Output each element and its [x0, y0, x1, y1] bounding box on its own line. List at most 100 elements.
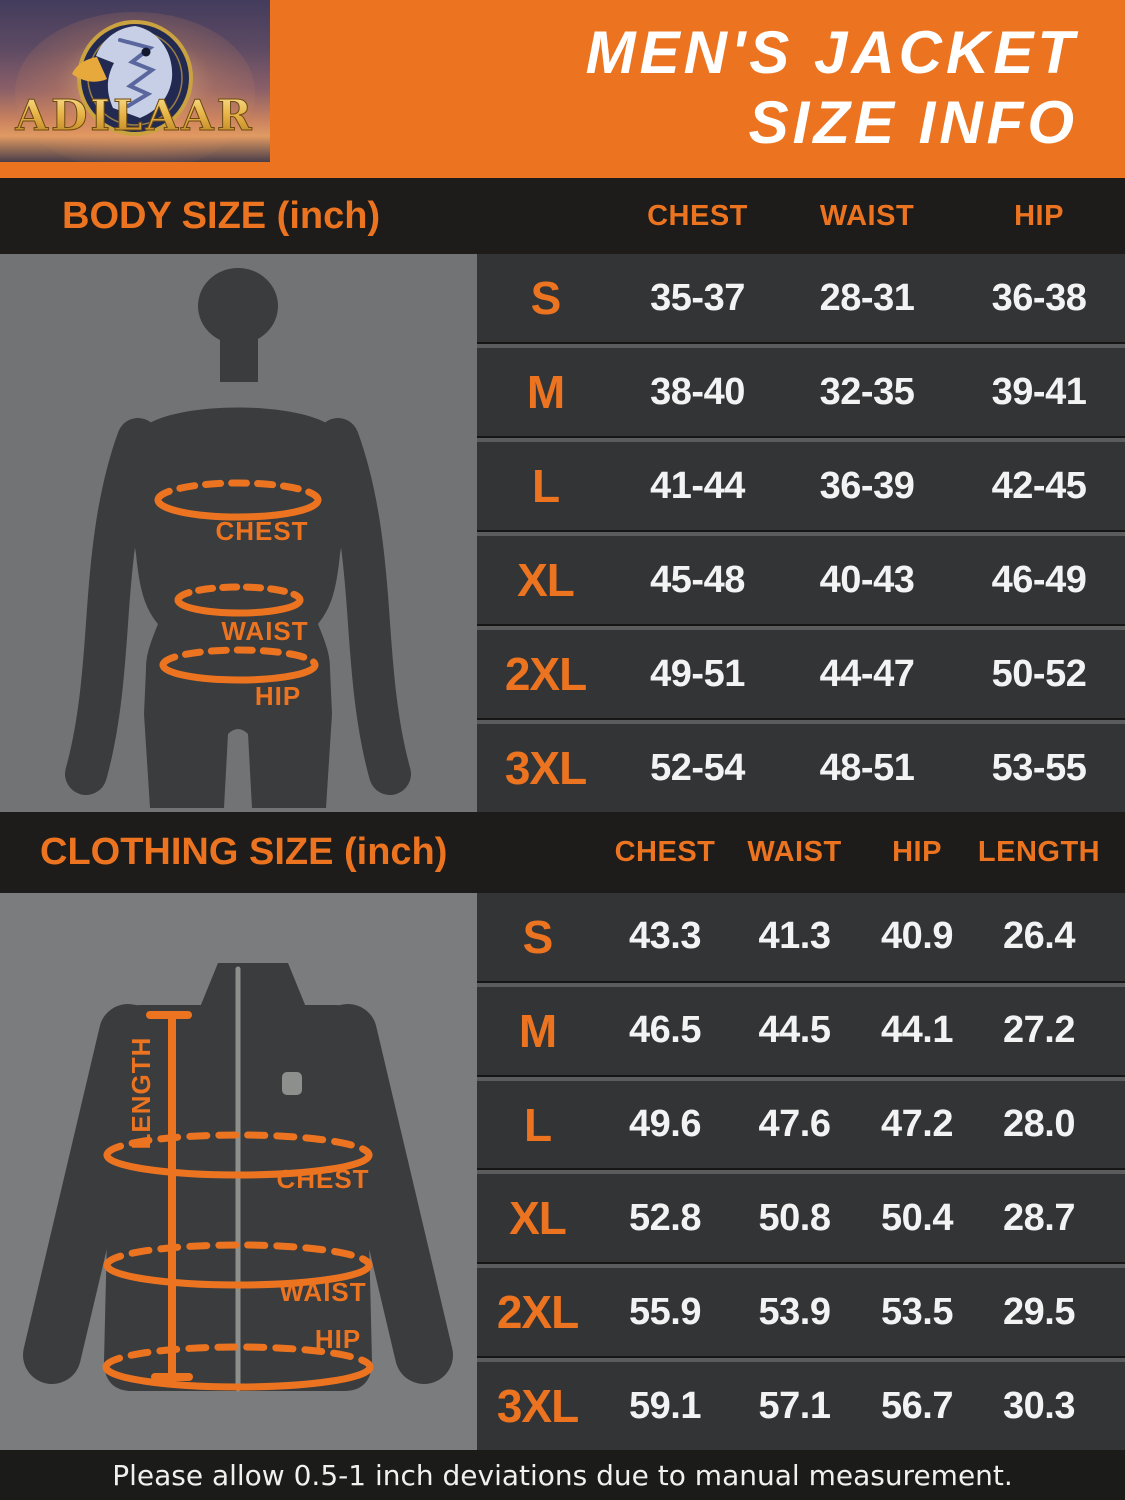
column-header-chest: CHEST	[647, 199, 748, 232]
size-row-3xl: 3XL 52-54 48-51 53-55	[477, 724, 1125, 812]
page-header: ADILAAR MEN'S JACKET SIZE INFO	[0, 0, 1125, 178]
size-label: L	[531, 460, 560, 512]
body-waist-label: WAIST	[221, 616, 308, 646]
brand-name: ADILAAR	[14, 91, 254, 140]
hip-value: 50-52	[991, 652, 1087, 695]
row-divider	[477, 530, 1125, 536]
chest-value: 59.1	[629, 1384, 701, 1427]
row-divider	[477, 718, 1125, 724]
column-header-waist: WAIST	[747, 836, 842, 868]
row-divider	[477, 1356, 1125, 1363]
length-value: 28.0	[1003, 1103, 1075, 1146]
size-row-m: M 38-40 32-35 39-41	[477, 348, 1125, 436]
size-row-l: L 41-44 36-39 42-45	[477, 442, 1125, 530]
waist-value: 57.1	[758, 1384, 831, 1427]
waist-value: 48-51	[819, 746, 915, 789]
size-label: M	[518, 1004, 557, 1057]
eagle-head	[96, 26, 173, 118]
footer-bar: Please allow 0.5-1 inch deviations due t…	[0, 1450, 1125, 1500]
column-header-hip: HIP	[892, 836, 942, 868]
body-hip-label: HIP	[255, 681, 301, 711]
hip-value: 42-45	[991, 464, 1087, 507]
column-header-length: LENGTH	[977, 836, 1101, 868]
brand-logo: ADILAAR	[0, 0, 270, 162]
clothing-size-section: CHEST WAIST HIP LENGTH S 43.3 41.3 40.9 26.4…	[0, 893, 1125, 1450]
hip-value: 40.9	[881, 915, 953, 958]
page-title-line1: MEN'S JACKET	[585, 19, 1078, 86]
body-chest-label: CHEST	[215, 516, 308, 546]
jacket-waist-label: WAIST	[279, 1277, 366, 1307]
jacket-hip-label: HIP	[315, 1324, 361, 1354]
row-divider	[477, 342, 1125, 348]
hip-value: 36-38	[991, 276, 1087, 319]
length-measure-line	[146, 1011, 193, 1381]
hip-value: 47.2	[881, 1103, 953, 1146]
clothing-size-title: CLOTHING SIZE (inch)	[40, 831, 448, 873]
size-row-3xl: 3XL 59.1 57.1 56.7 30.3	[477, 1362, 1125, 1450]
waist-value: 28-31	[819, 276, 915, 319]
body-size-header-bar: BODY SIZE (inch) CHEST WAIST HIP	[0, 178, 1125, 254]
body-size-table: S 35-37 28-31 36-38 M 38-40 32-35 39-41 L 41-44 36…	[477, 254, 1125, 812]
row-divider	[477, 1074, 1125, 1081]
size-label: 2XL	[496, 1286, 579, 1339]
hip-value: 53.5	[881, 1290, 953, 1333]
size-label: 3XL	[496, 1380, 579, 1433]
jacket-diagram-panel: CHEST WAIST HIP LENGTH	[0, 893, 477, 1450]
waist-value: 44.5	[758, 1009, 831, 1052]
column-header-waist: WAIST	[819, 199, 915, 232]
row-divider	[477, 624, 1125, 630]
chest-value: 49.6	[629, 1103, 701, 1146]
row-divider	[477, 436, 1125, 442]
hip-value: 50.4	[881, 1196, 953, 1239]
length-value: 29.5	[1003, 1290, 1075, 1333]
size-label: S	[522, 910, 554, 963]
chest-value: 52.8	[629, 1196, 701, 1239]
length-value: 28.7	[1003, 1196, 1075, 1239]
size-label: L	[523, 1098, 552, 1151]
size-row-2xl: 2XL 49-51 44-47 50-52	[477, 630, 1125, 718]
body-size-title: BODY SIZE (inch)	[62, 194, 381, 237]
waist-value: 40-43	[819, 558, 915, 601]
chest-value: 46.5	[629, 1009, 701, 1052]
jacket-button	[282, 1072, 302, 1095]
waist-value: 53.9	[758, 1290, 831, 1333]
jacket-length-label: LENGTH	[126, 1037, 156, 1150]
chest-value: 55.9	[629, 1290, 701, 1333]
hip-value: 46-49	[991, 558, 1087, 601]
size-row-xl: XL 52.8 50.8 50.4 28.7	[477, 1174, 1125, 1262]
length-value: 27.2	[1003, 1009, 1075, 1052]
size-row-s: S 43.3 41.3 40.9 26.4	[477, 893, 1125, 981]
hip-value: 44.1	[881, 1009, 953, 1052]
size-row-s: S 35-37 28-31 36-38	[477, 254, 1125, 342]
chest-value: 41-44	[650, 464, 745, 507]
jacket-chest-label: CHEST	[276, 1164, 369, 1194]
waist-value: 41.3	[758, 915, 831, 958]
measurement-disclaimer: Please allow 0.5-1 inch deviations due t…	[112, 1458, 1013, 1492]
body-diagram-panel: CHEST WAIST HIP	[0, 254, 477, 812]
size-row-l: L 49.6 47.6 47.2 28.0	[477, 1081, 1125, 1169]
hip-value: 53-55	[991, 746, 1087, 789]
length-value: 26.4	[1003, 915, 1075, 958]
chest-value: 38-40	[650, 370, 745, 413]
waist-value: 36-39	[819, 464, 915, 507]
male-body-silhouette-icon: CHEST WAIST HIP	[65, 268, 411, 808]
column-header-chest: CHEST	[614, 836, 716, 868]
waist-value: 32-35	[819, 370, 915, 413]
waist-value: 50.8	[758, 1196, 831, 1239]
waist-value: 47.6	[758, 1103, 831, 1146]
eagle-logo-icon: ADILAAR	[14, 12, 255, 162]
hip-value: 56.7	[881, 1384, 953, 1427]
size-label: 3XL	[504, 742, 587, 794]
waist-value: 44-47	[819, 652, 915, 695]
chest-value: 49-51	[650, 652, 745, 695]
clothing-size-column-headers: CHEST WAIST HIP LENGTH	[477, 812, 1125, 893]
chest-value: 45-48	[650, 558, 745, 601]
length-value: 30.3	[1003, 1384, 1075, 1427]
clothing-size-header-bar: CLOTHING SIZE (inch) CHEST WAIST HIP LEN…	[0, 812, 1125, 893]
size-label: XL	[517, 554, 575, 606]
jacket-silhouette-icon: CHEST WAIST HIP LENGTH	[23, 963, 453, 1392]
size-label: M	[526, 366, 565, 418]
row-divider	[477, 980, 1125, 987]
chest-value: 43.3	[629, 915, 701, 958]
